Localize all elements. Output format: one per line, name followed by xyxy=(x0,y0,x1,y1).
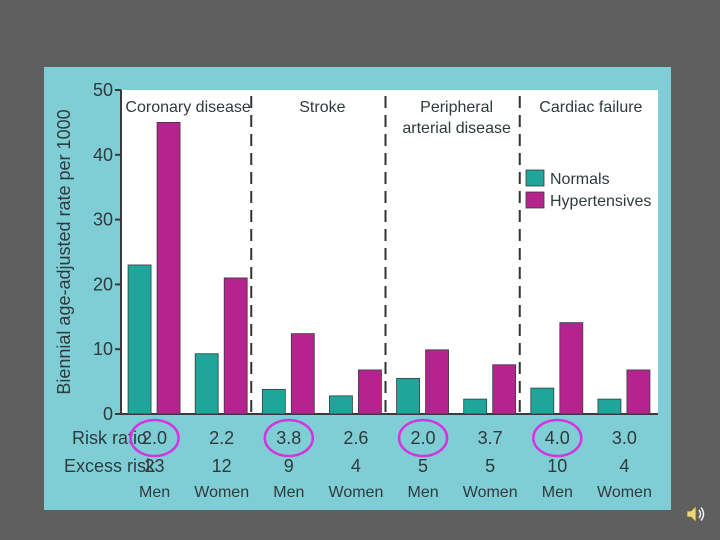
y-axis-label: Biennial age-adjusted rate per 1000 xyxy=(54,109,74,394)
excess-risk-value: 4 xyxy=(351,456,361,476)
category-label: Men xyxy=(139,484,170,501)
legend-swatch xyxy=(525,169,545,187)
risk-ratio-value: 3.8 xyxy=(276,428,301,448)
highlight-circle xyxy=(129,418,180,458)
group-title: Stroke xyxy=(299,99,345,116)
group-title: Cardiac failure xyxy=(539,99,642,116)
category-label: Men xyxy=(542,484,573,501)
excess-risk-label: Excess risk xyxy=(64,456,156,476)
category-label: Women xyxy=(194,484,249,501)
category-label: Women xyxy=(463,484,518,501)
excess-risk-value: 12 xyxy=(212,456,232,476)
risk-ratio-value: 4.0 xyxy=(545,428,570,448)
bar-normals xyxy=(194,353,219,415)
highlight-circle xyxy=(532,418,583,458)
bar-normals xyxy=(261,388,286,415)
risk-ratio-label: Risk ratio xyxy=(72,428,147,448)
y-tick-label: 20 xyxy=(93,274,113,294)
excess-risk-value: 4 xyxy=(619,456,629,476)
risk-ratio-value: 2.2 xyxy=(209,428,234,448)
y-tick-label: 10 xyxy=(93,339,113,359)
bar-hypertensives xyxy=(290,333,315,415)
risk-ratio-value: 3.7 xyxy=(478,428,503,448)
y-tick-label: 0 xyxy=(103,404,113,424)
highlight-circle xyxy=(263,418,315,458)
excess-risk-value: 23 xyxy=(145,456,165,476)
bar-hypertensives xyxy=(559,322,584,415)
category-label: Men xyxy=(273,484,304,501)
excess-risk-value: 5 xyxy=(485,456,495,476)
bar-normals xyxy=(597,398,622,415)
risk-ratio-value: 2.6 xyxy=(343,428,368,448)
bar-normals xyxy=(127,264,152,415)
legend-label: Hypertensives xyxy=(550,193,651,210)
group-title: Coronary disease xyxy=(125,99,251,116)
y-tick-label: 50 xyxy=(93,80,113,100)
risk-ratio-value: 3.0 xyxy=(612,428,637,448)
category-label: Women xyxy=(329,484,384,501)
legend-label: Normals xyxy=(550,171,610,188)
chart-panel: 0 10 20 30 40 50 Biennial age-adjusted rate pe… xyxy=(44,67,671,510)
risk-ratio-value: 2.0 xyxy=(411,428,436,448)
legend-swatch xyxy=(525,191,545,209)
bar-normals xyxy=(530,387,555,415)
excess-risk-value: 10 xyxy=(547,456,567,476)
y-tick-label: 30 xyxy=(93,210,113,230)
chart: 0 10 20 30 40 50 Biennial age-adjusted rate pe… xyxy=(54,80,658,501)
excess-risk-value: 9 xyxy=(284,456,294,476)
bar-hypertensives xyxy=(492,364,517,415)
bar-hypertensives xyxy=(223,277,248,415)
category-label: Women xyxy=(597,484,652,501)
category-label: Men xyxy=(408,484,439,501)
risk-ratio-value: 2.0 xyxy=(142,428,167,448)
bar-normals xyxy=(396,377,420,415)
highlight-circle xyxy=(397,418,449,458)
bar-normals xyxy=(463,398,488,415)
group-title: Peripheral xyxy=(420,99,493,116)
bar-hypertensives xyxy=(626,369,651,415)
bar-hypertensives xyxy=(425,349,449,415)
bar-hypertensives xyxy=(358,369,382,415)
bar-hypertensives xyxy=(156,122,181,415)
speaker-icon[interactable] xyxy=(684,502,708,526)
group-title: arterial disease xyxy=(402,120,511,137)
bar-normals xyxy=(329,395,353,415)
y-tick-label: 40 xyxy=(93,145,113,165)
excess-risk-value: 5 xyxy=(418,456,428,476)
